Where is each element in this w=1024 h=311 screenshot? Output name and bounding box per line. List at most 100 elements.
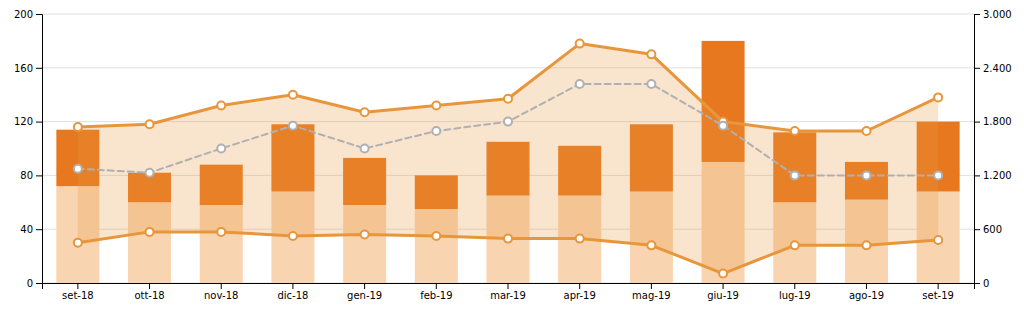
tick: mar-19: [490, 283, 526, 301]
y-axis: 0 40 80 120 160 200: [14, 9, 43, 289]
tick-mark: [36, 175, 42, 176]
marker: [146, 228, 154, 236]
tick: gen-19: [347, 283, 382, 301]
tick-mark: [938, 283, 939, 289]
tick: dic-18: [277, 283, 308, 301]
tick: mag-19: [632, 283, 671, 301]
tick: 1.200: [974, 170, 1012, 181]
marker: [361, 231, 369, 239]
tick-label: nov-18: [204, 290, 238, 301]
tick-mark: [974, 229, 980, 230]
marker: [217, 101, 225, 109]
line: [78, 84, 938, 175]
marker: [862, 171, 870, 179]
marker: [934, 171, 942, 179]
marker: [432, 101, 440, 109]
marker: [934, 236, 942, 244]
marker: [289, 232, 297, 240]
marker: [361, 145, 369, 153]
line: [78, 44, 938, 131]
tick-label: 2.400: [983, 63, 1012, 74]
tick: 0: [974, 278, 989, 289]
tick-mark: [149, 283, 150, 289]
marker: [146, 120, 154, 128]
axis-line: [43, 284, 975, 290]
tick-mark: [974, 68, 980, 69]
tick-label: mar-19: [490, 290, 526, 301]
marker: [74, 165, 82, 173]
tick-mark: [866, 283, 867, 289]
tick-label: 1.200: [983, 170, 1012, 181]
tick-label: set-18: [62, 290, 94, 301]
marker: [74, 123, 82, 131]
tick-mark: [36, 229, 42, 230]
tick-label: 120: [14, 116, 33, 127]
tick: 600: [974, 224, 1002, 235]
marks: [56, 40, 959, 283]
grid-line: [42, 14, 974, 15]
marker: [432, 127, 440, 135]
tick-label: 600: [983, 224, 1002, 235]
tick-mark: [36, 283, 42, 284]
tick: 0: [27, 278, 42, 289]
tick: 40: [20, 224, 42, 235]
plot: 0 40 80 120 160 200 0 600 1.200 1.800 2.400 3.000 se…: [14, 9, 1012, 301]
marker: [504, 118, 512, 126]
band-fill: [78, 44, 938, 274]
tick-label: giu-19: [707, 290, 739, 301]
grid: [42, 14, 974, 283]
tick: ago-19: [849, 283, 884, 301]
tick-label: feb-19: [420, 290, 452, 301]
marker: [791, 127, 799, 135]
tick-mark: [292, 283, 293, 289]
tick: 80: [20, 170, 42, 181]
tick-label: 80: [20, 170, 33, 181]
marker: [791, 241, 799, 249]
tick-mark: [36, 68, 42, 69]
line-series: [74, 80, 942, 179]
marker: [576, 40, 584, 48]
x-axis: set-18 ott-18 nov-18 dic-18 gen-19 feb-19 mar-…: [43, 283, 975, 301]
marker: [289, 91, 297, 99]
tick-mark: [579, 283, 580, 289]
tick: 2.400: [974, 63, 1012, 74]
tick-label: gen-19: [347, 290, 382, 301]
marker: [289, 122, 297, 130]
chart-svg: 0 40 80 120 160 200 0 600 1.200 1.800 2.400 3.000 se…: [0, 0, 1024, 311]
marker: [576, 235, 584, 243]
axis-line: [975, 15, 981, 284]
marker: [576, 80, 584, 88]
marker: [862, 241, 870, 249]
tick-mark: [508, 283, 509, 289]
tick: giu-19: [707, 283, 739, 301]
tick: ott-18: [134, 283, 164, 301]
tick-mark: [794, 283, 795, 289]
tick: 120: [14, 116, 42, 127]
y2-axis: 0 600 1.200 1.800 2.400 3.000: [974, 9, 1012, 289]
marker: [647, 80, 655, 88]
marker: [146, 169, 154, 177]
marker: [647, 241, 655, 249]
marker: [504, 95, 512, 103]
tick-mark: [36, 14, 42, 15]
marker: [791, 171, 799, 179]
tick: 200: [14, 9, 42, 20]
tick-label: 160: [14, 63, 33, 74]
marker: [504, 235, 512, 243]
tick: 1.800: [974, 116, 1012, 127]
marker: [934, 93, 942, 101]
marker: [217, 228, 225, 236]
marker: [432, 232, 440, 240]
marker: [647, 50, 655, 58]
tick-label: ago-19: [849, 290, 884, 301]
line-series: [74, 228, 942, 278]
tick: feb-19: [420, 283, 452, 301]
marker: [74, 239, 82, 247]
tick-label: 1.800: [983, 116, 1012, 127]
tick-mark: [651, 283, 652, 289]
tick-mark: [974, 122, 980, 123]
tick: set-19: [922, 283, 954, 301]
tick-label: 3.000: [983, 9, 1012, 20]
tick-label: 0: [27, 278, 33, 289]
tick-label: mag-19: [632, 290, 671, 301]
